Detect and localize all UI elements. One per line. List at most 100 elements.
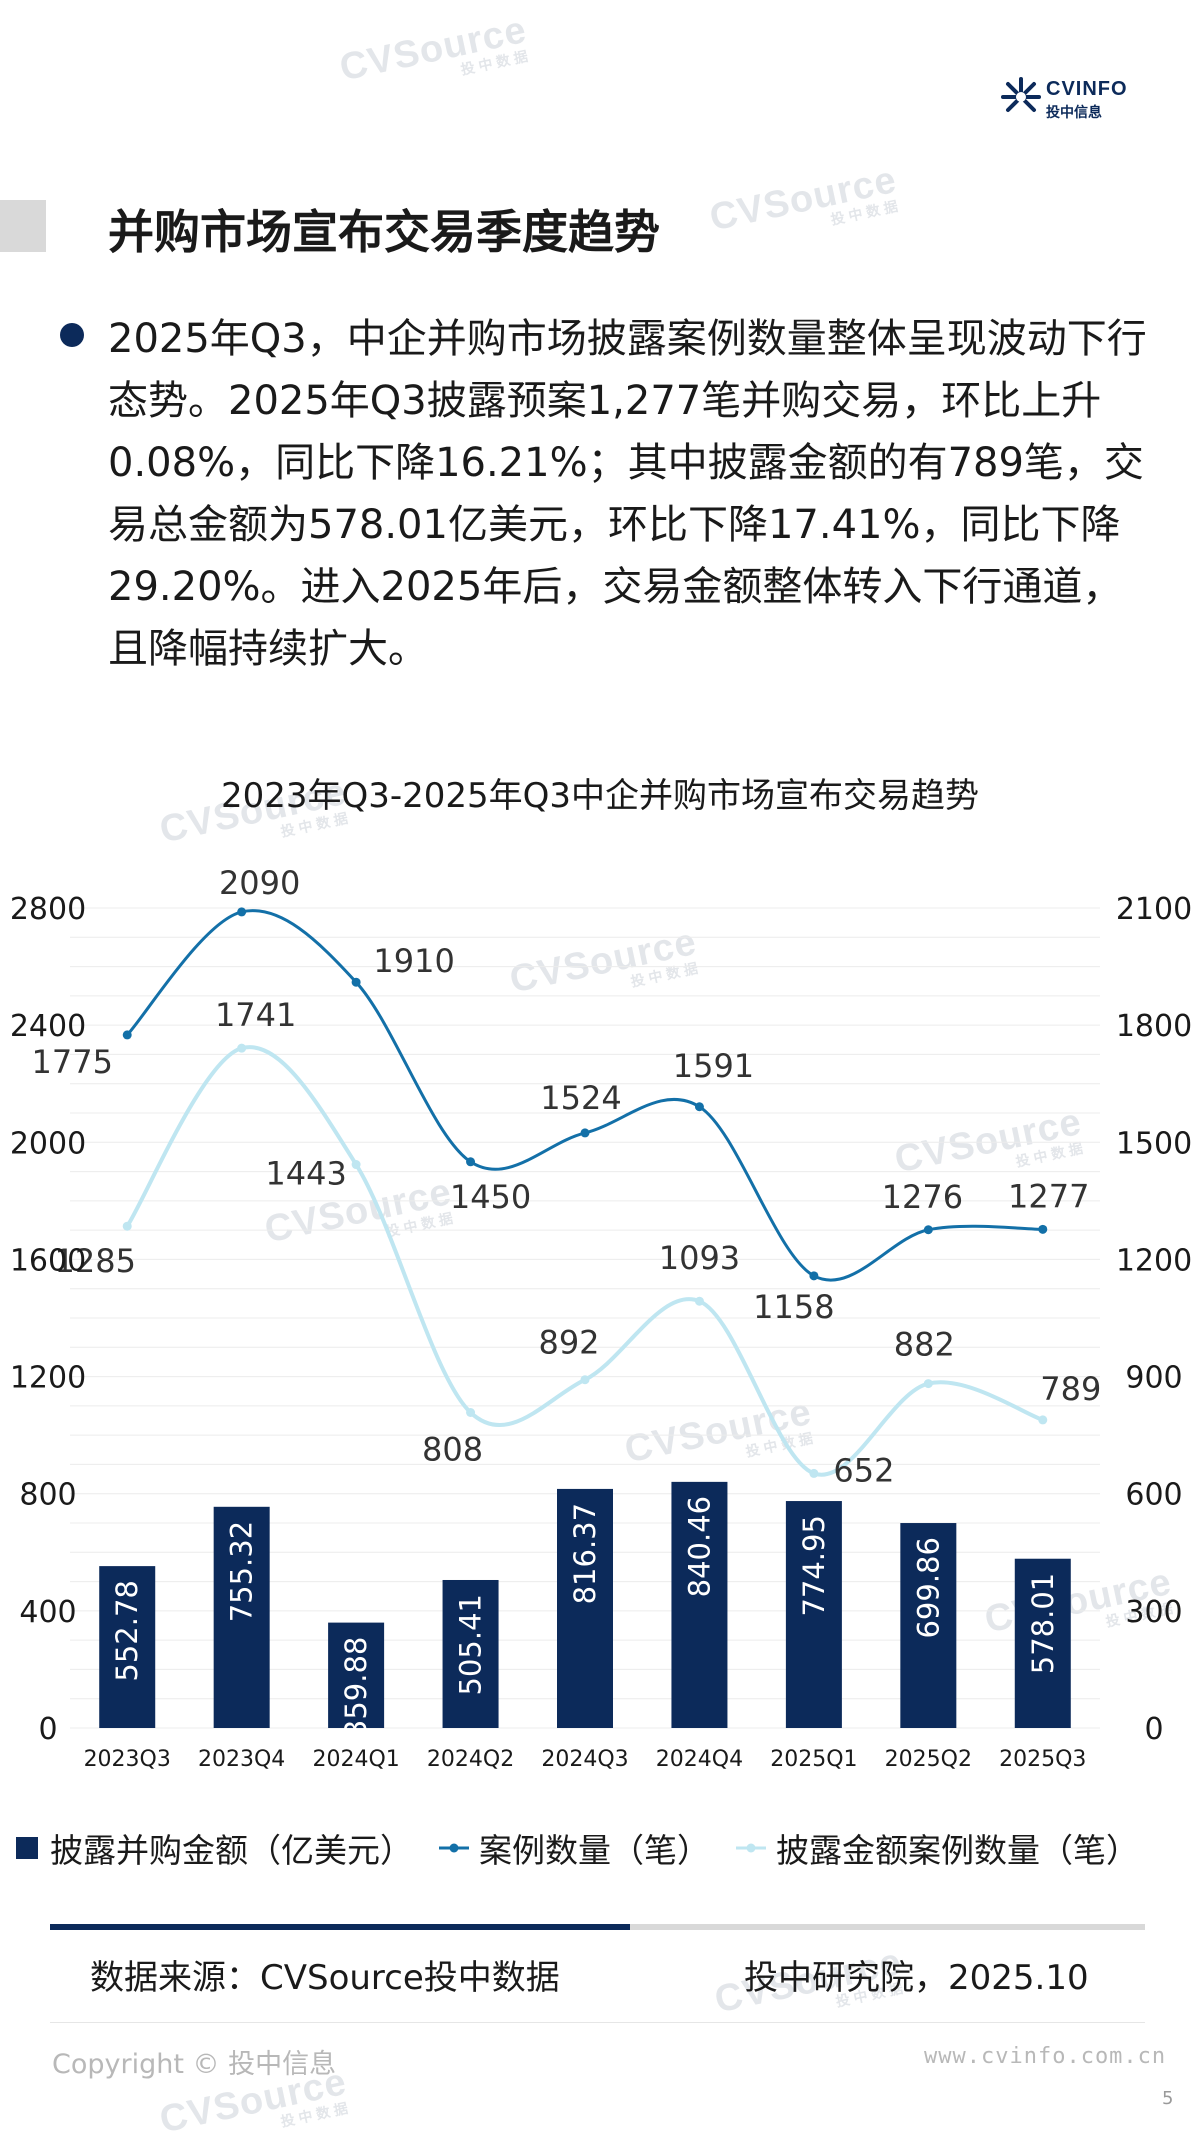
- left-axis-tick-label: 2000: [10, 1126, 86, 1161]
- bar-data-label: 359.88: [339, 1637, 373, 1738]
- starburst-icon: [1001, 77, 1041, 112]
- deal-count-point: [1038, 1224, 1048, 1234]
- disclosed-count-point: [580, 1375, 590, 1385]
- x-axis-tick-label: 2024Q4: [656, 1747, 743, 1772]
- title-accent-bar: [0, 200, 46, 252]
- legend-swatch-line: [439, 1843, 469, 1853]
- right-axis-tick-label: 1200: [1116, 1243, 1192, 1278]
- deal-count-point: [923, 1225, 933, 1235]
- right-axis-tick-label: 1500: [1116, 1126, 1192, 1161]
- disclosed-count-point: [466, 1407, 476, 1417]
- deal-count-data-label: 1450: [450, 1178, 531, 1216]
- x-axis-tick-label: 2023Q3: [84, 1747, 171, 1772]
- deal-count-point: [122, 1030, 132, 1040]
- right-axis-tick-label: 600: [1125, 1478, 1182, 1513]
- watermark: CVSource 投中数据: [706, 158, 904, 240]
- progress-fill: [50, 1924, 631, 1930]
- bar: [557, 1488, 613, 1728]
- deal-count-data-label: 1276: [882, 1178, 963, 1216]
- deal-count-data-label: 1775: [32, 1043, 113, 1081]
- website-link[interactable]: www.cvinfo.com.cn: [924, 2044, 1167, 2069]
- data-source: 数据来源：CVSource投中数据: [90, 1958, 560, 1998]
- left-axis-tick-label: 400: [19, 1595, 76, 1630]
- deal-count-data-label: 1158: [753, 1288, 834, 1326]
- disclosed-count-data-label: 892: [538, 1324, 599, 1362]
- deal-count-point: [237, 907, 247, 917]
- brand-logo: CVINFO 投中信息: [1000, 74, 1130, 124]
- combo-chart: 552.78 755.32 359.88 505.41 816.37 840.46 774.…: [10, 864, 1192, 1772]
- disclosed-count-data-label: 652: [833, 1451, 894, 1489]
- bar-data-label: 699.86: [911, 1537, 945, 1638]
- legend-label: 案例数量（笔）: [479, 1831, 710, 1870]
- bar-data-label: 578.01: [1026, 1573, 1060, 1674]
- x-axis-tick-label: 2025Q3: [999, 1747, 1086, 1772]
- deal-count-point: [809, 1271, 819, 1281]
- left-axis-tick-label: 1200: [10, 1361, 86, 1396]
- deal-count-data-label: 1910: [373, 942, 454, 980]
- legend-item-disclosed-count: 披露金额案例数量（笔）: [736, 1824, 1139, 1872]
- disclosed-count-data-label: 789: [1040, 1370, 1101, 1408]
- bar: [785, 1501, 842, 1728]
- legend-item-amount: 披露并购金额（亿美元）: [16, 1824, 413, 1872]
- bar-data-label: 840.46: [682, 1496, 716, 1597]
- deal-count-line: [126, 909, 1043, 1282]
- bar: [213, 1506, 270, 1728]
- legend-label: 披露并购金额（亿美元）: [50, 1831, 413, 1870]
- page-title: 并购市场宣布交易季度趋势: [108, 205, 660, 259]
- disclosed-count-point: [122, 1221, 132, 1231]
- copyright: Copyright © 投中信息: [52, 2049, 337, 2080]
- x-axis-tick-label: 2025Q1: [770, 1747, 857, 1772]
- bar-data-label: 552.78: [110, 1580, 144, 1681]
- x-axis-tick-label: 2024Q1: [312, 1747, 399, 1772]
- watermark: CVSource 投中数据: [336, 8, 534, 90]
- deal-count-data-label: 1591: [673, 1047, 754, 1085]
- right-axis-tick-label: 1800: [1116, 1009, 1192, 1044]
- right-axis-tick-label: 900: [1125, 1361, 1182, 1396]
- bar: [99, 1566, 156, 1728]
- bar: [328, 1622, 385, 1728]
- disclosed-count-data-label: 808: [422, 1430, 483, 1468]
- deal-count-point: [351, 977, 361, 987]
- disclosed-count-point: [351, 1160, 361, 1170]
- left-axis-tick-label: 800: [19, 1478, 76, 1513]
- left-axis-tick-label: 2800: [10, 892, 86, 927]
- bar-data-label: 774.95: [797, 1515, 831, 1616]
- legend-label: 披露金额案例数量（笔）: [776, 1831, 1139, 1870]
- x-axis-tick-label: 2024Q2: [427, 1747, 514, 1772]
- publisher-credit: 投中研究院，2025.10: [744, 1958, 1089, 1998]
- disclosed-count-data-label: 1741: [215, 996, 296, 1034]
- deal-count-data-label: 1277: [1008, 1177, 1089, 1215]
- deal-count-point: [466, 1157, 476, 1167]
- right-axis-tick-label: 300: [1125, 1595, 1182, 1630]
- left-axis-tick-label: 2400: [10, 1009, 86, 1044]
- right-axis-tick-label: 0: [1144, 1712, 1163, 1747]
- summary-paragraph: 2025年Q3，中企并购市场披露案例数量整体呈现波动下行态势。2025年Q3披露…: [108, 316, 1147, 672]
- right-axis-tick-label: 2100: [1116, 892, 1192, 927]
- deal-count-point: [694, 1102, 704, 1112]
- chart-title: 2023年Q3-2025年Q3中企并购市场宣布交易趋势: [220, 776, 980, 816]
- left-axis-tick-label: 0: [38, 1712, 57, 1747]
- logo-subtext: 投中信息: [1046, 105, 1102, 121]
- disclosed-count-point: [694, 1296, 704, 1306]
- page-number: 5: [1162, 2088, 1174, 2109]
- deal-count-data-label: 2090: [219, 864, 300, 902]
- progress-bar: [50, 1924, 1145, 1930]
- bar: [1014, 1558, 1071, 1728]
- disclosed-count-data-label: 1285: [55, 1242, 136, 1280]
- disclosed-count-point: [923, 1379, 933, 1389]
- x-axis-tick-label: 2023Q4: [198, 1747, 285, 1772]
- bar-data-label: 755.32: [225, 1521, 259, 1622]
- disclosed-count-point: [237, 1043, 247, 1053]
- legend-item-deal-count: 案例数量（笔）: [439, 1824, 710, 1872]
- deal-count-point: [580, 1128, 590, 1138]
- left-axis-tick-label: 1600: [10, 1243, 86, 1278]
- disclosed-count-point: [1038, 1415, 1048, 1425]
- disclosed-count-point: [809, 1468, 819, 1478]
- bar: [900, 1523, 957, 1728]
- deal-count-data-label: 1524: [540, 1079, 621, 1117]
- bar-data-label: 816.37: [568, 1503, 602, 1604]
- logo-text: CVINFO: [1046, 78, 1128, 100]
- disclosed-count-line: [125, 1045, 1044, 1477]
- bullet-icon: [60, 323, 84, 347]
- legend-swatch-bar: [16, 1837, 38, 1859]
